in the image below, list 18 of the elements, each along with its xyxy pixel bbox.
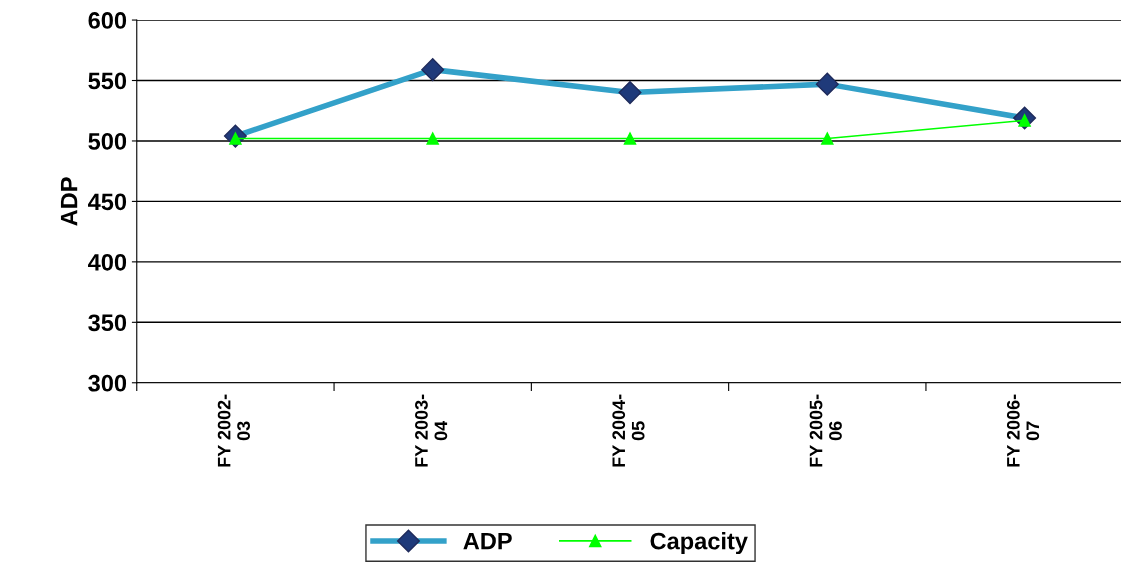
x-tick-label: FY 2004- 05 bbox=[612, 394, 645, 467]
x-tick-label: FY 2003- 04 bbox=[415, 394, 448, 467]
x-tick-label: FY 2002- 03 bbox=[217, 394, 251, 467]
point bbox=[821, 132, 834, 145]
x-tick-label: FY 2006- 07 bbox=[1006, 394, 1040, 467]
y-tick-label: 500 bbox=[88, 133, 127, 150]
y-tick-label: 300 bbox=[88, 374, 127, 392]
y-tick-label: 450 bbox=[88, 193, 127, 211]
legend-label: Capacity bbox=[650, 532, 748, 555]
point bbox=[623, 132, 637, 145]
y-tick-label: 550 bbox=[88, 72, 127, 90]
y-axis-title: ADP bbox=[60, 177, 78, 226]
y-tick-label: 350 bbox=[88, 314, 127, 332]
y-tick-label: 600 bbox=[88, 12, 127, 29]
point bbox=[426, 132, 439, 145]
legend-label: ADP bbox=[463, 532, 512, 550]
y-tick-label: 400 bbox=[88, 253, 127, 271]
x-tick-label: FY 2005- 06 bbox=[809, 394, 842, 467]
